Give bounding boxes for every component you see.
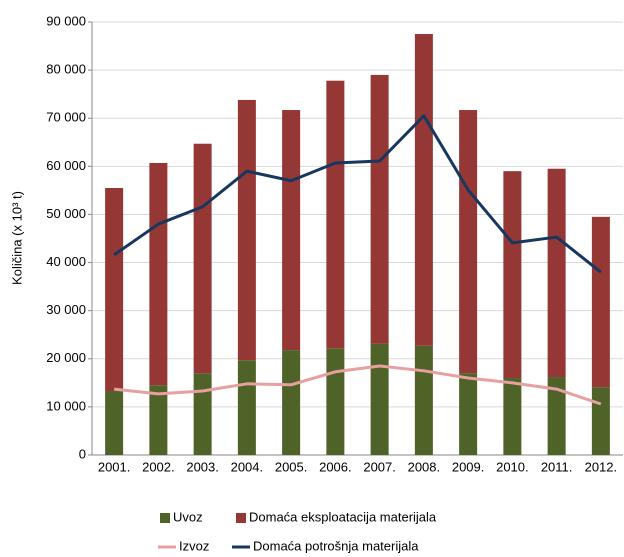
line — [113, 364, 602, 406]
bar — [282, 110, 301, 351]
bar — [105, 187, 124, 392]
legend-swatch — [160, 513, 170, 523]
legend-label: Domaća eksploatacija materijala — [249, 509, 437, 524]
bar — [547, 377, 566, 455]
bar — [503, 378, 522, 455]
legend-swatch — [236, 513, 246, 523]
y-tick-label: 50 000 — [46, 206, 86, 221]
y-tick-label: 80 000 — [46, 62, 86, 77]
bar — [503, 171, 522, 379]
bar — [326, 80, 345, 349]
bar — [149, 385, 168, 455]
x-tick-label: 2010. — [496, 459, 529, 474]
bar — [591, 387, 610, 455]
bar — [459, 373, 478, 455]
x-tick-label: 2001. — [98, 459, 131, 474]
x-tick-label: 2004. — [231, 459, 264, 474]
y-tick-label: 90 000 — [46, 13, 86, 28]
bar — [193, 143, 212, 374]
x-tick-label: 2012. — [585, 459, 618, 474]
x-tick-label: 2006. — [319, 459, 352, 474]
bar — [105, 391, 124, 455]
legend-label: Domaća potrošnja materijala — [253, 538, 419, 553]
y-tick-label: 70 000 — [46, 110, 86, 125]
y-tick-label: 60 000 — [46, 158, 86, 173]
line — [113, 114, 602, 274]
legend-label: Uvoz — [173, 509, 203, 524]
legend-label: Izvoz — [179, 538, 209, 553]
bar — [459, 110, 478, 374]
x-tick-label: 2005. — [275, 459, 308, 474]
y-tick-label: 10 000 — [46, 398, 86, 413]
x-tick-label: 2002. — [142, 459, 175, 474]
y-tick-label: 20 000 — [46, 350, 86, 365]
bar — [237, 360, 256, 455]
bar — [414, 345, 433, 455]
bar — [547, 168, 566, 378]
y-axis-label: Količina (x 10³ t) — [9, 191, 24, 285]
bar — [282, 350, 301, 455]
y-tick-label: 40 000 — [46, 254, 86, 269]
bar — [370, 74, 389, 344]
y-tick-label: 30 000 — [46, 302, 86, 317]
bar — [326, 348, 345, 455]
y-tick-label: 0 — [79, 446, 86, 461]
bar — [237, 99, 256, 361]
x-tick-label: 2007. — [363, 459, 396, 474]
bar — [370, 343, 389, 455]
bar — [193, 373, 212, 455]
bar — [149, 162, 168, 386]
bar — [414, 34, 433, 346]
x-tick-label: 2009. — [452, 459, 485, 474]
x-tick-label: 2008. — [408, 459, 441, 474]
x-tick-label: 2011. — [541, 459, 573, 474]
bar — [591, 216, 610, 388]
x-tick-label: 2003. — [186, 459, 219, 474]
